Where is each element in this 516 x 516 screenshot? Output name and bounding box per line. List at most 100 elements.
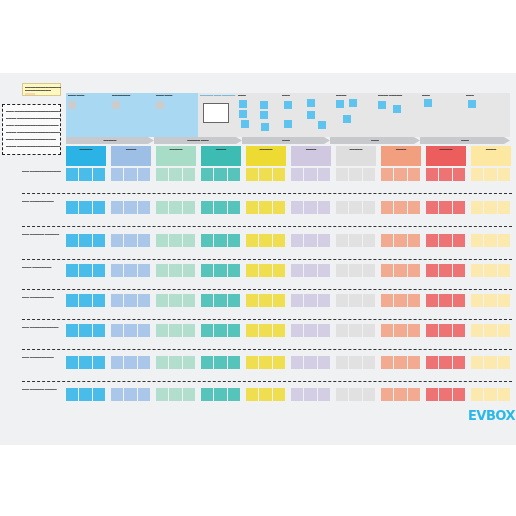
sticky-note[interactable] — [92, 356, 105, 369]
legend-box[interactable]: ▬▬▬ ▬▬▬▬▬▬▬▬▬▬▬▬▬▬▬▬▬▬ ▬▬▬▬ ▬▬▬▬▬▬▬▬▬▬▬▬… — [2, 104, 61, 155]
sticky-note[interactable] — [471, 168, 484, 181]
sticky-note[interactable] — [426, 168, 439, 181]
sticky-note[interactable] — [317, 168, 330, 181]
sticky-note[interactable] — [381, 294, 394, 307]
sticky-note[interactable] — [156, 234, 169, 247]
sticky-note[interactable] — [259, 294, 272, 307]
phase-column[interactable]: ▬▬▬▬ — [334, 93, 376, 137]
sticky-note[interactable] — [291, 356, 304, 369]
sticky-note[interactable] — [79, 294, 92, 307]
sticky-note[interactable] — [201, 234, 214, 247]
sticky-note[interactable] — [439, 201, 452, 214]
sticky-note[interactable] — [426, 294, 439, 307]
sticky-note[interactable] — [439, 234, 452, 247]
sticky-note[interactable] — [407, 324, 420, 337]
sticky-note[interactable] — [484, 356, 497, 369]
sticky-note[interactable] — [304, 168, 317, 181]
sticky-note[interactable] — [169, 324, 182, 337]
sticky-note[interactable] — [343, 115, 351, 123]
sticky-note[interactable] — [349, 294, 362, 307]
sticky-note[interactable] — [381, 264, 394, 277]
sticky-note[interactable] — [394, 324, 407, 337]
sticky-note[interactable] — [111, 168, 124, 181]
sticky-note[interactable] — [471, 388, 484, 401]
sticky-note[interactable] — [497, 324, 510, 337]
sticky-note[interactable] — [362, 201, 375, 214]
sticky-note[interactable] — [92, 324, 105, 337]
sticky-note[interactable] — [92, 264, 105, 277]
sticky-note[interactable] — [468, 100, 476, 108]
sticky-note[interactable] — [169, 201, 182, 214]
sticky-note[interactable] — [201, 264, 214, 277]
sticky-note[interactable] — [156, 168, 169, 181]
sticky-note[interactable] — [246, 324, 259, 337]
sticky-note[interactable] — [484, 388, 497, 401]
sticky-note[interactable] — [362, 324, 375, 337]
sticky-note[interactable] — [452, 264, 465, 277]
sticky-note[interactable] — [484, 294, 497, 307]
sticky-note[interactable] — [272, 264, 285, 277]
sticky-note[interactable] — [261, 123, 269, 131]
sticky-note[interactable] — [484, 234, 497, 247]
sticky-note[interactable] — [407, 234, 420, 247]
sticky-note[interactable] — [439, 264, 452, 277]
column-header[interactable]: ▬▬▬▬ — [381, 146, 421, 166]
sticky-note[interactable] — [349, 234, 362, 247]
sticky-note[interactable] — [182, 168, 195, 181]
sticky-note[interactable] — [156, 264, 169, 277]
column-header[interactable]: ▬▬▬▬ — [111, 146, 151, 166]
sticky-note[interactable] — [111, 201, 124, 214]
sticky-note[interactable] — [471, 356, 484, 369]
sticky-note[interactable] — [336, 356, 349, 369]
sticky-note[interactable] — [317, 324, 330, 337]
sticky-note[interactable] — [349, 168, 362, 181]
sticky-note[interactable] — [124, 388, 137, 401]
sticky-note[interactable] — [426, 234, 439, 247]
sticky-note[interactable] — [394, 201, 407, 214]
sticky-note[interactable] — [471, 324, 484, 337]
sticky-note[interactable] — [66, 264, 79, 277]
sticky-note[interactable] — [182, 388, 195, 401]
column-header[interactable]: ▬▬▬▬ — [471, 146, 511, 166]
sticky-note[interactable] — [137, 201, 150, 214]
sticky-note[interactable] — [66, 294, 79, 307]
phase-column[interactable]: ▬▬▬ ▬▬▬ — [154, 93, 198, 137]
sticky-note[interactable] — [272, 388, 285, 401]
sticky-note[interactable] — [214, 201, 227, 214]
sticky-note[interactable] — [259, 168, 272, 181]
sticky-note[interactable] — [201, 168, 214, 181]
sticky-note[interactable] — [381, 168, 394, 181]
sticky-note[interactable] — [394, 356, 407, 369]
sticky-note[interactable] — [124, 201, 137, 214]
sticky-note[interactable] — [227, 324, 240, 337]
sticky-note[interactable] — [452, 356, 465, 369]
sticky-note[interactable] — [291, 264, 304, 277]
sticky-note[interactable] — [260, 111, 268, 119]
sticky-note[interactable] — [182, 356, 195, 369]
sticky-note[interactable] — [66, 201, 79, 214]
sticky-note[interactable] — [497, 356, 510, 369]
sticky-note[interactable] — [284, 101, 292, 109]
sticky-note[interactable] — [426, 388, 439, 401]
sticky-note[interactable] — [201, 356, 214, 369]
sticky-note[interactable] — [182, 324, 195, 337]
sticky-note[interactable] — [137, 324, 150, 337]
sticky-note[interactable] — [336, 324, 349, 337]
sticky-note[interactable] — [439, 388, 452, 401]
column-header[interactable]: ▬▬▬▬▬ — [246, 146, 286, 166]
sticky-note[interactable] — [362, 388, 375, 401]
sticky-note[interactable] — [304, 294, 317, 307]
sticky-note[interactable] — [272, 201, 285, 214]
sticky-note[interactable] — [169, 388, 182, 401]
sticky-note[interactable] — [246, 388, 259, 401]
sticky-note[interactable] — [137, 388, 150, 401]
sticky-note[interactable] — [394, 264, 407, 277]
sticky-note[interactable] — [92, 201, 105, 214]
sticky-note[interactable] — [452, 234, 465, 247]
sticky-note[interactable] — [272, 294, 285, 307]
sticky-note[interactable] — [124, 264, 137, 277]
sticky-note[interactable] — [317, 234, 330, 247]
sticky-note[interactable] — [259, 234, 272, 247]
sticky-note[interactable] — [169, 264, 182, 277]
sticky-note[interactable] — [407, 356, 420, 369]
